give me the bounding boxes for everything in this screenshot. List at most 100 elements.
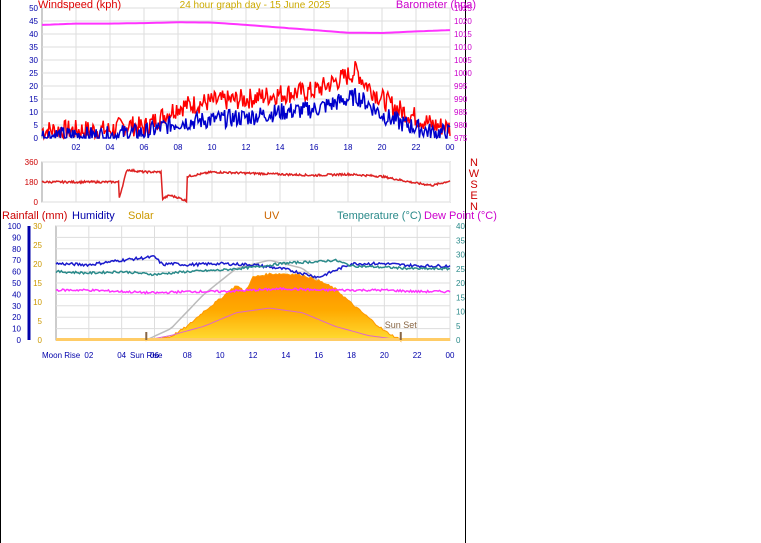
chart-title: 24 hour graph day - 15 June 2025 bbox=[180, 0, 331, 11]
rainfall-tick-label: 25 bbox=[33, 241, 42, 250]
climate-x-tick-label: 08 bbox=[183, 351, 192, 360]
climate-x-tick-label: 16 bbox=[314, 351, 323, 360]
windspeed-tick-label: 20 bbox=[29, 82, 38, 91]
climate-x-tick-label: 12 bbox=[249, 351, 258, 360]
temperature-tick-label: 25 bbox=[456, 265, 465, 274]
direction-axis-ticks: 0 180 360 bbox=[25, 158, 39, 207]
wind-x-tick-label: 22 bbox=[412, 143, 421, 152]
rainfall-axis-ticks: 0 5 10 15 20 25 30 bbox=[33, 222, 42, 345]
climate-x-tick-label: 04 bbox=[117, 351, 126, 360]
rainfall-tick-label: 15 bbox=[33, 279, 42, 288]
rainfall-tick-label: 20 bbox=[33, 260, 42, 269]
wind-x-tick-label: 12 bbox=[242, 143, 251, 152]
climate-x-tick-label: 00 bbox=[446, 351, 455, 360]
compass-letter: N bbox=[470, 157, 478, 169]
climate-x-tick-label: 10 bbox=[216, 351, 225, 360]
windspeed-axis-ticks: 0 5 10 15 20 25 30 35 40 45 50 bbox=[29, 4, 38, 143]
legend-entry: Rainfall (mm) bbox=[2, 210, 67, 222]
barometer-line bbox=[41, 21, 451, 35]
windspeed-axis-label: Windspeed (kph) bbox=[38, 0, 121, 11]
sun-moon-events: Moon Rise Sun Rise Sun Set bbox=[42, 320, 417, 360]
windspeed-tick-label: 5 bbox=[34, 121, 39, 130]
barometer-tick-label: 1020 bbox=[454, 17, 472, 26]
humidity-tick-label: 60 bbox=[12, 268, 21, 277]
wind-x-tick-label: 10 bbox=[208, 143, 217, 152]
windspeed-tick-label: 30 bbox=[29, 56, 38, 65]
barometer-tick-label: 995 bbox=[454, 82, 468, 91]
direction-tick-label: 180 bbox=[25, 178, 39, 187]
wind-direction-line bbox=[41, 168, 451, 204]
wind-x-axis-ticks: 02 04 06 08 10 12 14 16 18 20 22 00 bbox=[72, 143, 455, 152]
wind-x-tick-label: 18 bbox=[344, 143, 353, 152]
barometer-axis-ticks: 975 980 985 990 995 1000 1005 1010 1015 1020 1025 bbox=[454, 4, 472, 143]
climate-x-axis-ticks: 02 04 06 08 10 12 14 16 18 20 22 00 bbox=[84, 351, 455, 360]
wind-x-tick-label: 16 bbox=[310, 143, 319, 152]
sun-rise-label: Sun Rise bbox=[130, 351, 163, 360]
windspeed-tick-label: 0 bbox=[34, 134, 39, 143]
direction-gridlines bbox=[42, 161, 451, 203]
humidity-tick-label: 20 bbox=[12, 313, 21, 322]
wind-x-tick-label: 02 bbox=[72, 143, 81, 152]
compass-letter: N bbox=[470, 201, 478, 213]
temperature-tick-label: 0 bbox=[456, 336, 461, 345]
windspeed-tick-label: 45 bbox=[29, 17, 38, 26]
wind-x-tick-label: 14 bbox=[276, 143, 285, 152]
humidity-axis-ticks: 0 10 20 30 40 50 60 70 80 90 100 bbox=[8, 222, 22, 345]
windspeed-tick-label: 10 bbox=[29, 108, 38, 117]
humidity-tick-label: 70 bbox=[12, 256, 21, 265]
humidity-tick-label: 10 bbox=[12, 325, 21, 334]
temperature-axis-ticks: 0 5 10 15 20 25 30 35 40 bbox=[456, 222, 465, 345]
windspeed-tick-label: 35 bbox=[29, 43, 38, 52]
climate-x-tick-label: 06 bbox=[150, 351, 159, 360]
windspeed-tick-label: 50 bbox=[29, 4, 38, 13]
wind-x-tick-label: 08 bbox=[174, 143, 183, 152]
wind-x-tick-label: 04 bbox=[106, 143, 115, 152]
climate-legend: Rainfall (mm) Humidity Solar UV Temperature … bbox=[2, 210, 497, 222]
wind-x-tick-label: 00 bbox=[446, 143, 455, 152]
climate-x-tick-label: 22 bbox=[413, 351, 422, 360]
legend-entry: Solar bbox=[128, 210, 154, 222]
legend-entry: Humidity bbox=[72, 210, 115, 222]
legend-entry: UV bbox=[264, 210, 280, 222]
humidity-line bbox=[55, 255, 451, 279]
temperature-tick-label: 30 bbox=[456, 251, 465, 260]
barometer-tick-label: 980 bbox=[454, 121, 468, 130]
sun-set-label: Sun Set bbox=[385, 320, 418, 330]
compass-letter: S bbox=[470, 179, 477, 191]
rainfall-tick-label: 30 bbox=[33, 222, 42, 231]
windspeed-line bbox=[41, 61, 451, 141]
humidity-tick-label: 50 bbox=[12, 279, 21, 288]
barometer-tick-label: 975 bbox=[454, 134, 468, 143]
direction-tick-label: 360 bbox=[25, 158, 39, 167]
windspeed-tick-label: 25 bbox=[29, 69, 38, 78]
barometer-tick-label: 1015 bbox=[454, 30, 472, 39]
temperature-line bbox=[55, 258, 451, 277]
barometer-tick-label: 985 bbox=[454, 108, 468, 117]
humidity-tick-label: 90 bbox=[12, 233, 21, 242]
barometer-tick-label: 1000 bbox=[454, 69, 472, 78]
temperature-tick-label: 35 bbox=[456, 236, 465, 245]
humidity-tick-label: 100 bbox=[8, 222, 22, 231]
wind-gust-line bbox=[41, 87, 451, 141]
barometer-tick-label: 1010 bbox=[454, 43, 472, 52]
direction-tick-label: 0 bbox=[34, 198, 39, 207]
temperature-tick-label: 40 bbox=[456, 222, 465, 231]
temperature-tick-label: 5 bbox=[456, 322, 461, 331]
rain-baseline bbox=[56, 338, 450, 341]
climate-panel: Rainfall (mm) Humidity Solar UV Temperature … bbox=[2, 210, 497, 360]
humidity-tick-label: 30 bbox=[12, 302, 21, 311]
temperature-tick-label: 15 bbox=[456, 293, 465, 302]
climate-x-tick-label: 20 bbox=[380, 351, 389, 360]
rainfall-tick-label: 5 bbox=[38, 317, 43, 326]
dew-point-line bbox=[55, 286, 451, 295]
compass-letter: E bbox=[470, 190, 477, 202]
rainfall-tick-label: 0 bbox=[38, 336, 43, 345]
humidity-tick-label: 40 bbox=[12, 290, 21, 299]
legend-entry: Temperature (°C) bbox=[337, 210, 421, 222]
climate-x-tick-label: 02 bbox=[84, 351, 93, 360]
uv-line bbox=[146, 307, 400, 341]
climate-x-tick-label: 18 bbox=[347, 351, 356, 360]
